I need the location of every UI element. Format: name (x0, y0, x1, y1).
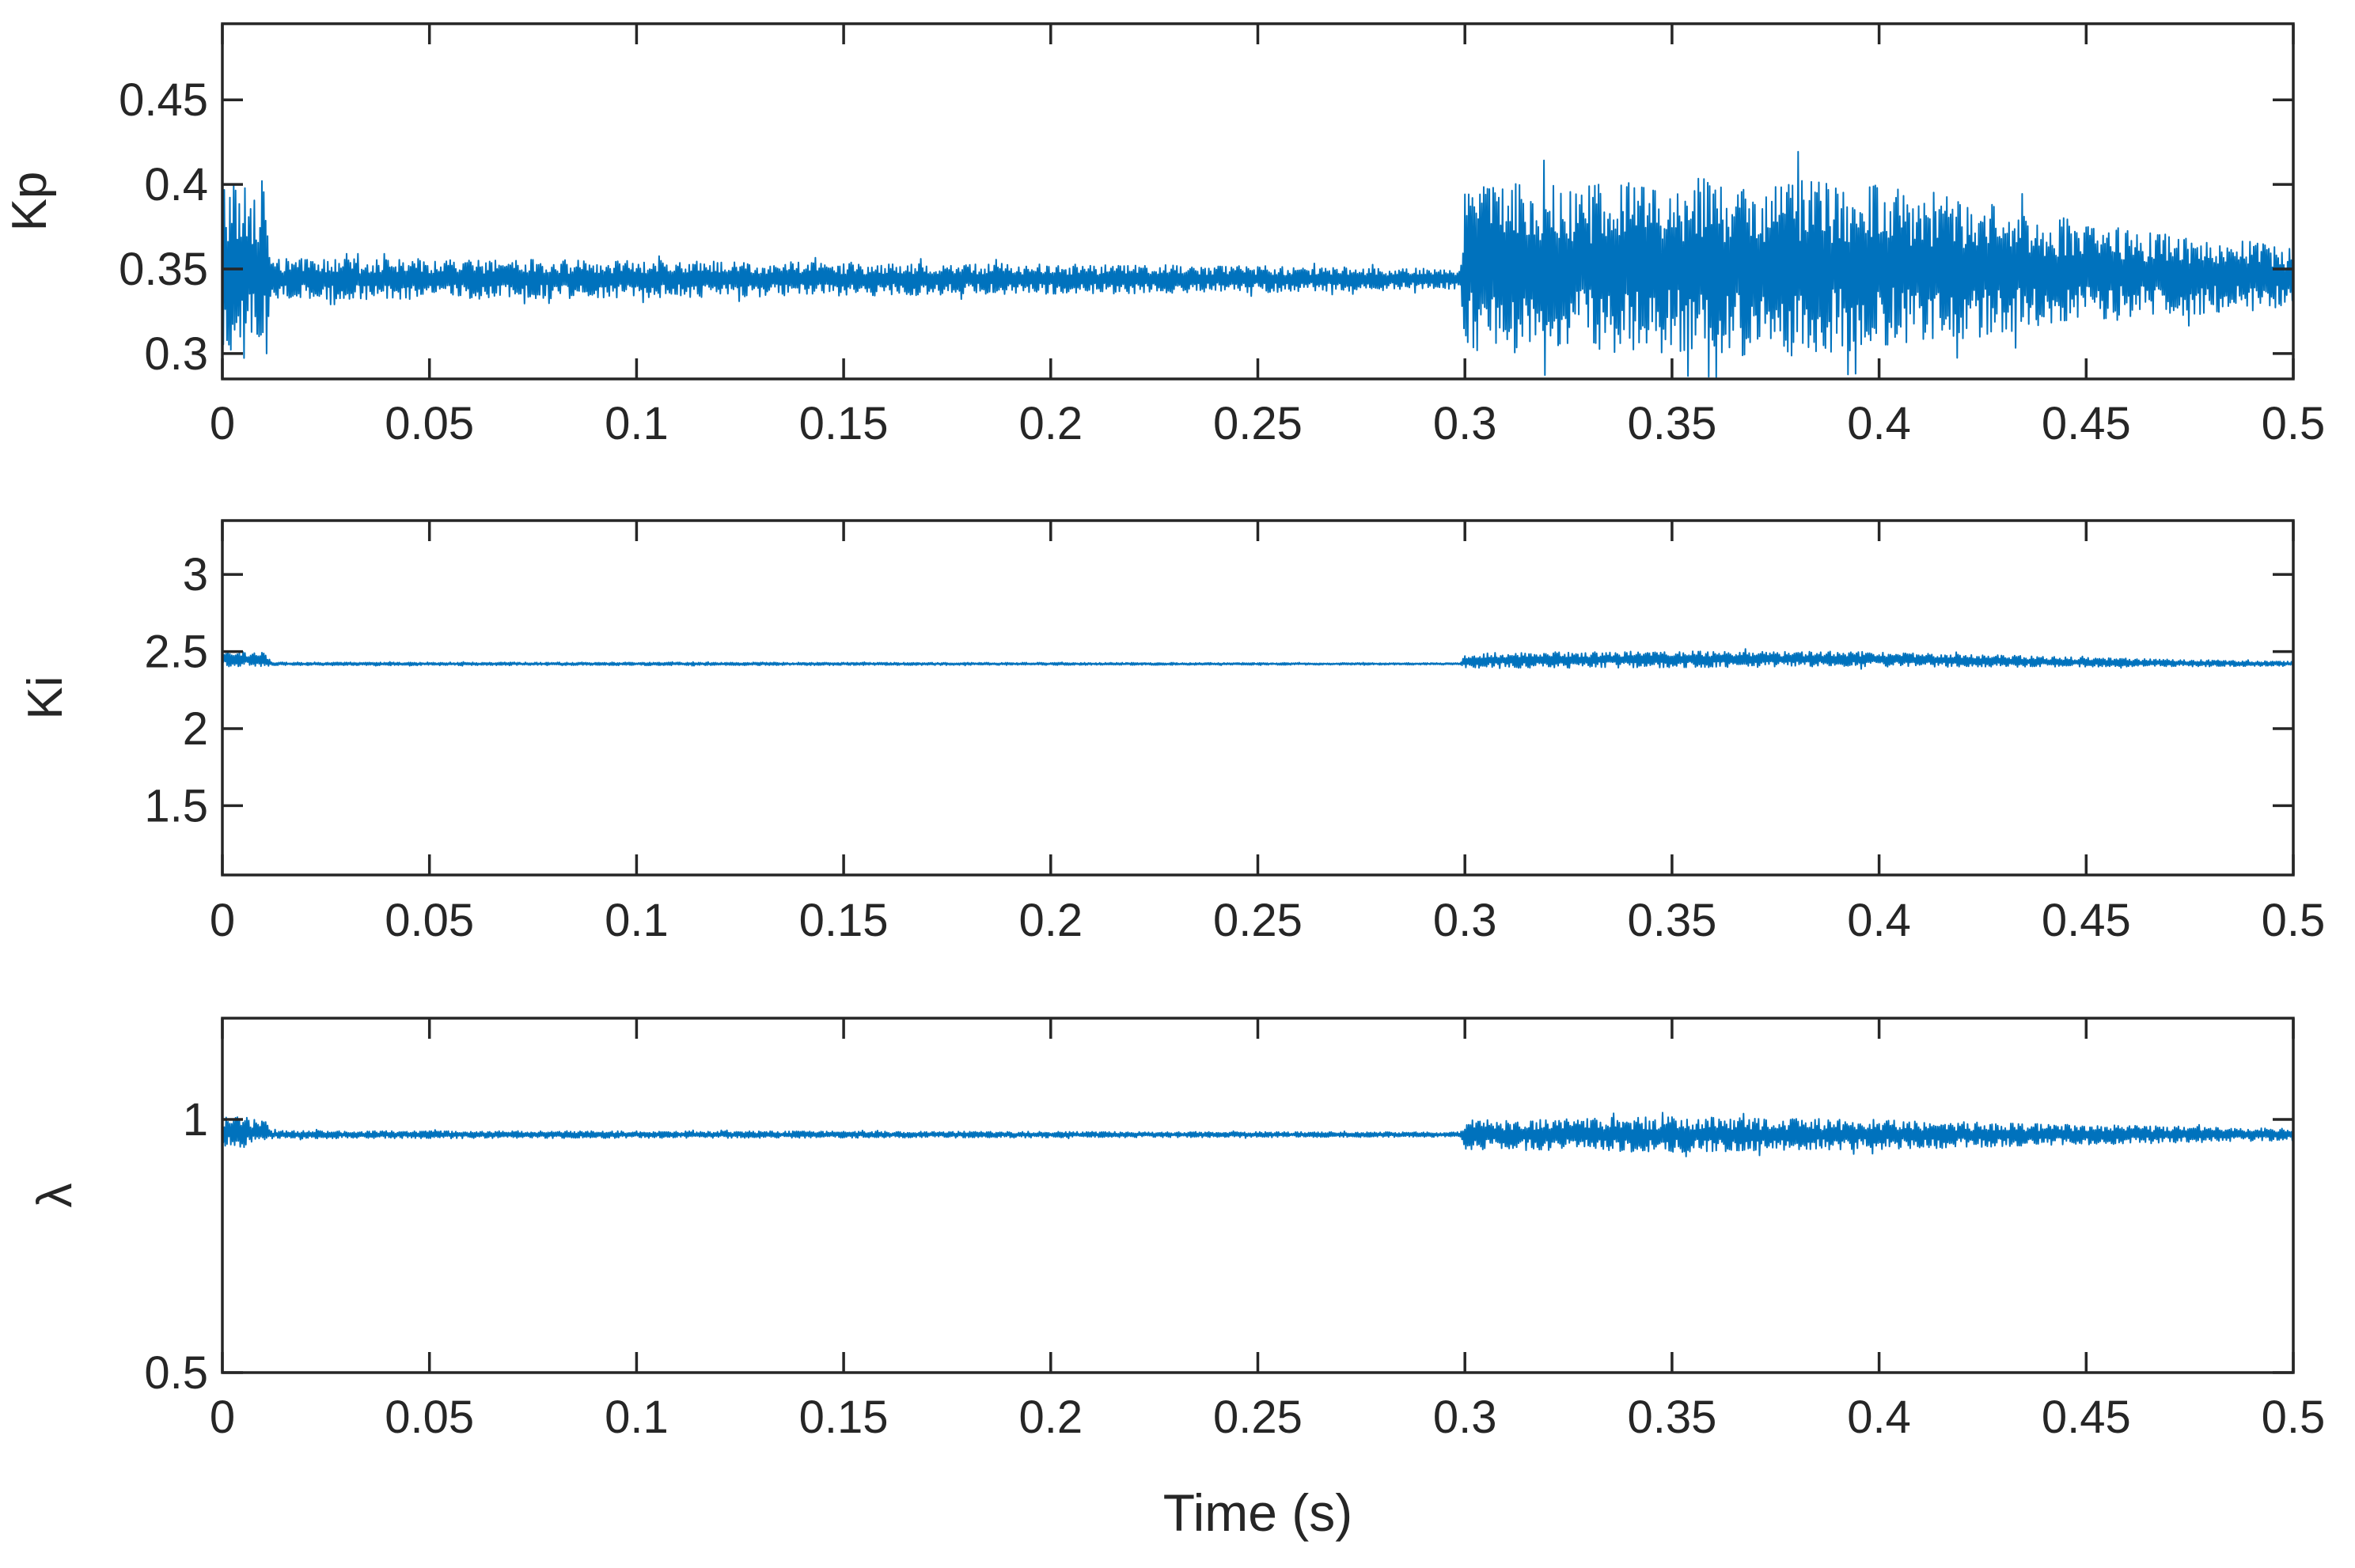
y-tick-label: 1.5 (144, 780, 208, 831)
x-tick-label: 0.4 (1847, 1392, 1911, 1443)
x-axis-label: Time (s) (1163, 1483, 1353, 1542)
x-tick-label: 0.05 (385, 398, 474, 449)
y-tick-label: 0.3 (144, 328, 208, 380)
x-tick-label: 0.5 (2262, 398, 2326, 449)
y-tick-label: 0.4 (144, 159, 208, 210)
x-tick-label: 0 (210, 895, 235, 946)
ki-series-line (222, 648, 2294, 670)
kp-axes-box (221, 22, 2295, 381)
x-tick-label: 0.3 (1433, 895, 1497, 946)
kp-y-axis-label: Kp (2, 172, 57, 232)
x-tick-label: 0.45 (2042, 1392, 2131, 1443)
x-tick-label: 0.35 (1627, 398, 1716, 449)
ki-y-axis-label: Ki (18, 676, 73, 719)
y-tick-label: 1 (183, 1094, 208, 1146)
x-tick-label: 0.1 (605, 398, 669, 449)
ki-axes-box (221, 519, 2295, 877)
y-tick-label: 3 (183, 549, 208, 600)
y-tick-label: 2 (183, 703, 208, 755)
y-tick-label: 2.5 (144, 627, 208, 678)
ki-subplot: 0 0.05 0.1 0.15 0.2 0.25 0.3 0.35 0.4 0.45 0.5 1.5 2… (18, 519, 2326, 946)
x-tick-label: 0 (210, 398, 235, 449)
x-tick-label: 0.15 (799, 895, 889, 946)
x-tick-label: 0.3 (1433, 398, 1497, 449)
x-tick-label: 0.4 (1847, 895, 1911, 946)
x-tick-label: 0.45 (2042, 895, 2131, 946)
y-tick-label: 0.45 (119, 74, 208, 126)
x-tick-label: 0.5 (2262, 1392, 2326, 1443)
lambda-y-axis-label: λ (28, 1184, 82, 1208)
lambda-subplot: 0 0.05 0.1 0.15 0.2 0.25 0.3 0.35 0.4 0.45 0.5 0.5 1… (28, 1017, 2326, 1542)
x-tick-label: 0.25 (1213, 398, 1303, 449)
x-tick-label: 0.1 (605, 895, 669, 946)
x-tick-label: 0.45 (2042, 398, 2131, 449)
x-tick-label: 0.5 (2262, 895, 2326, 946)
x-tick-label: 0.15 (799, 398, 889, 449)
x-tick-label: 0.2 (1018, 895, 1083, 946)
x-tick-label: 0.35 (1627, 1392, 1716, 1443)
y-tick-label: 0.35 (119, 244, 208, 295)
x-tick-label: 0.1 (605, 1392, 669, 1443)
x-tick-label: 0.35 (1627, 895, 1716, 946)
x-tick-label: 0 (210, 1392, 235, 1443)
x-tick-label: 0.2 (1018, 398, 1083, 449)
x-tick-label: 0.15 (799, 1392, 889, 1443)
x-tick-label: 0.2 (1018, 1392, 1083, 1443)
x-tick-label: 0.3 (1433, 1392, 1497, 1443)
y-tick-label: 0.5 (144, 1347, 208, 1399)
kp-series-line (222, 150, 2294, 378)
x-tick-label: 0.4 (1847, 398, 1911, 449)
lambda-axes-box (221, 1017, 2295, 1374)
x-tick-label: 0.25 (1213, 895, 1303, 946)
x-tick-label: 0.05 (385, 895, 474, 946)
x-tick-label: 0.25 (1213, 1392, 1303, 1443)
lambda-series-line (222, 1112, 2294, 1157)
kp-subplot: 0 0.05 0.1 0.15 0.2 0.25 0.3 0.35 0.4 0.45 0.5 0.3 0… (2, 22, 2326, 449)
x-tick-label: 0.05 (385, 1392, 474, 1443)
